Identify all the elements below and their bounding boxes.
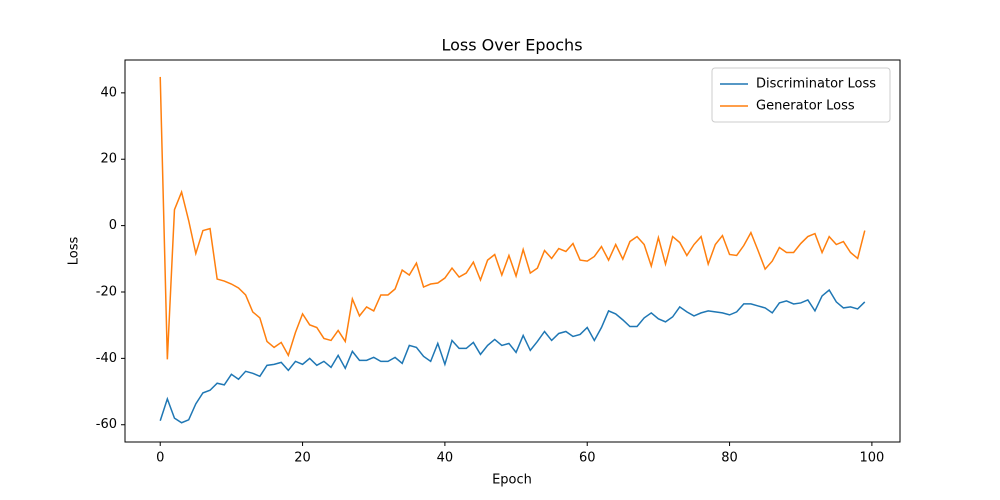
x-tick-label: 60 xyxy=(579,451,596,466)
y-tick-label: 20 xyxy=(100,152,117,167)
x-tick-label: 40 xyxy=(437,451,454,466)
series-line xyxy=(159,76,866,360)
x-axis-label: Epoch xyxy=(492,473,532,488)
x-tick-label: 80 xyxy=(721,451,738,466)
legend-box xyxy=(711,67,891,123)
y-tick-label: 0 xyxy=(109,218,117,233)
legend-label: Discriminator Loss xyxy=(756,77,876,92)
y-tick-label: -20 xyxy=(96,284,117,299)
y-axis-label: Loss xyxy=(67,237,82,266)
x-tick-label: 100 xyxy=(859,451,884,466)
series-line xyxy=(159,288,866,424)
x-tick-label: 20 xyxy=(294,451,311,466)
chart-title: Loss Over Epochs xyxy=(441,36,582,55)
plot-frame xyxy=(124,59,901,443)
y-tick-label: -40 xyxy=(96,351,117,366)
x-tick-label: 0 xyxy=(156,451,164,466)
y-tick-label: -60 xyxy=(96,417,117,432)
y-tick-label: 40 xyxy=(100,85,117,100)
legend-label: Generator Loss xyxy=(756,99,855,114)
